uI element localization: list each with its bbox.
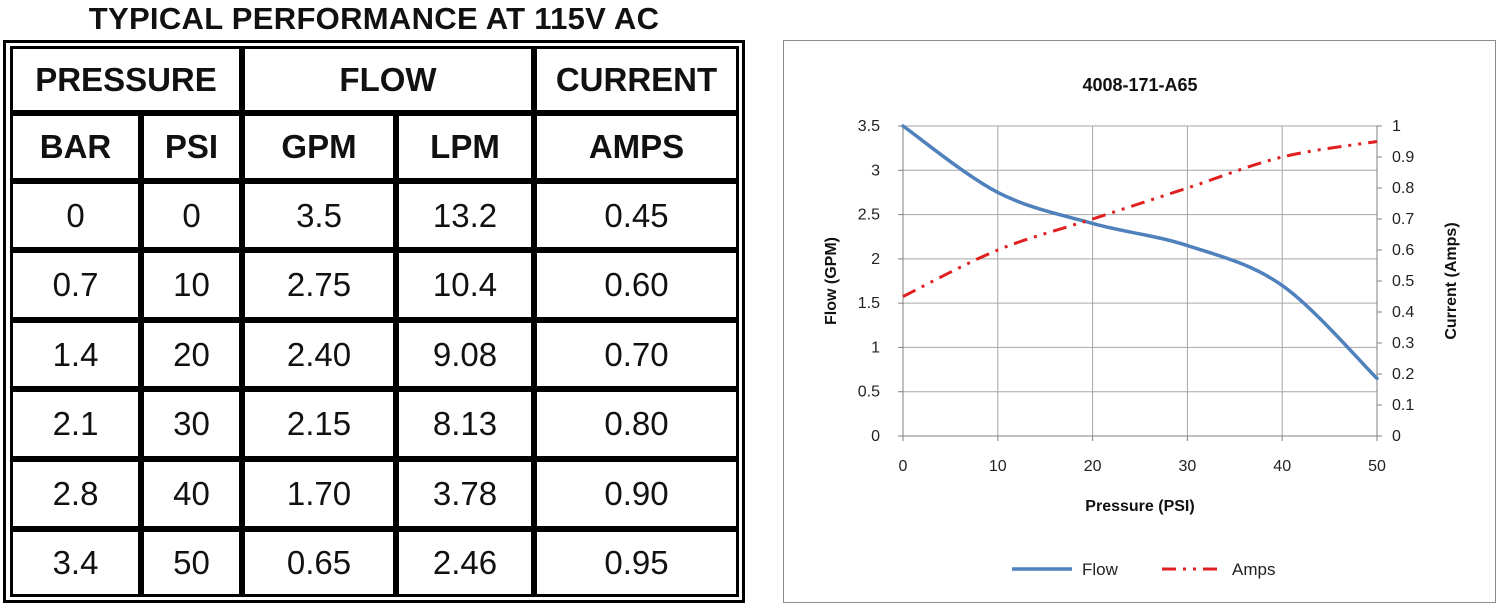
column-header-gpm: GPM [242,113,396,181]
x-tick-label: 10 [989,458,1007,475]
table-cell: 0.80 [534,389,739,459]
performance-table: PRESSURE FLOW CURRENT BAR PSI GPM LPM AMPS 0 0 3.5… [3,40,745,603]
table-cell: 0 [141,181,242,250]
table-cell: 40 [141,459,242,529]
y2-tick-label: 0.1 [1392,397,1414,414]
table-cell: 30 [141,389,242,459]
series-line-flow [901,124,1379,381]
legend-label-amps: Amps [1232,560,1275,579]
y-tick-label: 2.5 [858,207,880,224]
table-cell: 1.70 [242,459,396,529]
y2-axis-label: Current (Amps) [1443,222,1460,339]
y-tick-label: 1 [871,339,880,356]
y2-tick-label: 0.2 [1392,366,1414,383]
y-tick-label: 2 [871,251,880,268]
table-cell: 3.5 [242,181,396,250]
table-cell: 0.95 [534,529,739,597]
table-cell: 8.13 [396,389,534,459]
table-cell: 10 [141,250,242,320]
table-cell: 2.46 [396,529,534,597]
table-cell: 2.1 [10,389,141,459]
y2-tick-label: 1 [1392,118,1401,135]
group-header-pressure: PRESSURE [10,46,242,113]
chart-svg: 0 10 20 30 40 50 0 0.5 1 1.5 2 2.5 3 3.5 0 0.1 0.2 0.3 0.4… [823,75,1460,579]
y-tick-label: 0 [871,428,880,445]
y2-tick-label: 0.7 [1392,211,1414,228]
y2-tick-label: 0.8 [1392,180,1414,197]
x-axis-label: Pressure (PSI) [1085,498,1194,515]
table-cell: 0.60 [534,250,739,320]
table-cell: 0.45 [534,181,739,250]
table-cell: 0.65 [242,529,396,597]
y-axis-label: Flow (GPM) [823,237,840,325]
table-cell: 13.2 [396,181,534,250]
table-title: TYPICAL PERFORMANCE AT 115V AC [88,1,660,36]
table-cell: 3.78 [396,459,534,529]
legend-label-flow: Flow [1082,560,1119,579]
y-tick-label: 3.5 [858,118,880,135]
column-header-psi: PSI [141,113,242,181]
series-line-amps [902,140,1378,298]
y2-tick-label: 0 [1392,428,1401,445]
y-tick-label: 3 [871,162,880,179]
column-header-lpm: LPM [396,113,534,181]
column-header-amps: AMPS [534,113,739,181]
table-cell: 2.8 [10,459,141,529]
y2-tick-label: 0.6 [1392,242,1414,259]
y2-tick-label: 0.4 [1392,304,1414,321]
x-tick-label: 0 [899,458,908,475]
group-header-flow: FLOW [242,46,534,113]
y-tick-label: 0.5 [858,384,880,401]
table-cell: 0 [10,181,141,250]
table-cell: 3.4 [10,529,141,597]
x-tick-label: 30 [1179,458,1197,475]
table-cell: 0.70 [534,320,739,389]
table-cell: 1.4 [10,320,141,389]
y2-tick-label: 0.5 [1392,273,1414,290]
y2-tick-label: 0.3 [1392,335,1414,352]
table-cell: 9.08 [396,320,534,389]
y2-tick-label: 0.9 [1392,149,1414,166]
x-tick-label: 20 [1084,458,1102,475]
y-tick-label: 1.5 [858,295,880,312]
chart-title: 4008-171-A65 [1082,75,1197,95]
x-tick-label: 40 [1273,458,1291,475]
performance-chart: 0 10 20 30 40 50 0 0.5 1 1.5 2 2.5 3 3.5 0 0.1 0.2 0.3 0.4… [783,40,1496,603]
table-cell: 0.90 [534,459,739,529]
table-cell: 50 [141,529,242,597]
column-header-bar: BAR [10,113,141,181]
group-header-current: CURRENT [534,46,739,113]
table-cell: 2.75 [242,250,396,320]
table-cell: 2.15 [242,389,396,459]
table-cell: 2.40 [242,320,396,389]
table-cell: 0.7 [10,250,141,320]
x-tick-label: 50 [1368,458,1386,475]
table-cell: 10.4 [396,250,534,320]
table-cell: 20 [141,320,242,389]
